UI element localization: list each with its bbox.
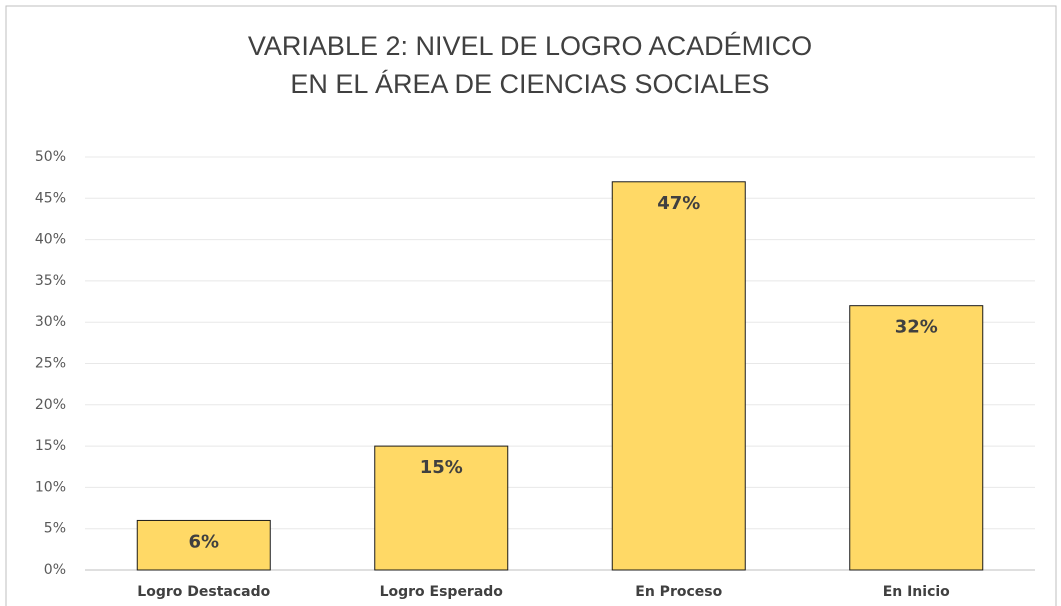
y-tick-label: 10% bbox=[35, 479, 66, 495]
y-tick-label: 15% bbox=[35, 438, 66, 454]
y-tick-label: 35% bbox=[35, 273, 66, 289]
y-tick-label: 30% bbox=[35, 314, 66, 330]
x-tick-label: En Inicio bbox=[883, 584, 950, 600]
data-label: 15% bbox=[420, 457, 463, 478]
x-tick-label: Logro Destacado bbox=[137, 584, 270, 600]
data-label: 32% bbox=[895, 317, 938, 338]
x-tick-label: Logro Esperado bbox=[380, 584, 504, 600]
y-tick-label: 50% bbox=[35, 149, 66, 165]
bar bbox=[611, 181, 746, 571]
bar bbox=[136, 519, 271, 571]
y-tick-label: 45% bbox=[35, 190, 66, 206]
y-tick-label: 0% bbox=[44, 562, 66, 578]
bar bbox=[849, 305, 984, 571]
chart-title: VARIABLE 2: NIVEL DE LOGRO ACADÉMICO bbox=[248, 31, 812, 61]
data-label: 47% bbox=[657, 193, 700, 214]
x-tick-label: En Proceso bbox=[635, 584, 722, 600]
y-tick-label: 25% bbox=[35, 356, 66, 372]
chart-title: EN EL ÁREA DE CIENCIAS SOCIALES bbox=[290, 69, 769, 99]
bar bbox=[374, 445, 509, 571]
y-tick-label: 20% bbox=[35, 397, 66, 413]
data-label: 6% bbox=[188, 531, 219, 552]
y-tick-label: 40% bbox=[35, 232, 66, 248]
y-tick-label: 5% bbox=[44, 521, 66, 537]
